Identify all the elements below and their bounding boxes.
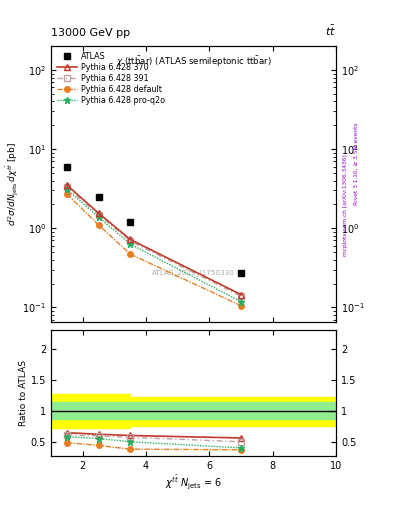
- X-axis label: $\chi^{t\bar{t}}$ $N_{\rm jets}$ = 6: $\chi^{t\bar{t}}$ $N_{\rm jets}$ = 6: [165, 473, 222, 491]
- Text: $t\bar{t}$: $t\bar{t}$: [325, 24, 336, 38]
- Legend: ATLAS, Pythia 6.428 370, Pythia 6.428 391, Pythia 6.428 default, Pythia 6.428 pr: ATLAS, Pythia 6.428 370, Pythia 6.428 39…: [55, 50, 167, 106]
- Y-axis label: $d^2\sigma / dN_{\rm jets}\,d\chi^{t\bar{t}}$ [pb]: $d^2\sigma / dN_{\rm jets}\,d\chi^{t\bar…: [4, 142, 20, 226]
- Text: Rivet 3.1.10, ≥ 3.5M events: Rivet 3.1.10, ≥ 3.5M events: [354, 122, 359, 205]
- Text: 13000 GeV pp: 13000 GeV pp: [51, 28, 130, 38]
- Text: mcplots.cern.ch [arXiv:1306.3436]: mcplots.cern.ch [arXiv:1306.3436]: [343, 154, 348, 255]
- Y-axis label: Ratio to ATLAS: Ratio to ATLAS: [19, 360, 28, 426]
- Text: $\chi$ (tt$\bar{\rm b}$ar) (ATLAS semileptonic tt$\bar{\rm b}$ar): $\chi$ (tt$\bar{\rm b}$ar) (ATLAS semile…: [116, 54, 272, 69]
- Text: ATLAS_2019_I1750330: ATLAS_2019_I1750330: [152, 269, 235, 276]
